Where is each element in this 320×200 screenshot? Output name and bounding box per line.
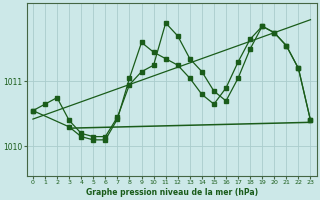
X-axis label: Graphe pression niveau de la mer (hPa): Graphe pression niveau de la mer (hPa) <box>86 188 258 197</box>
